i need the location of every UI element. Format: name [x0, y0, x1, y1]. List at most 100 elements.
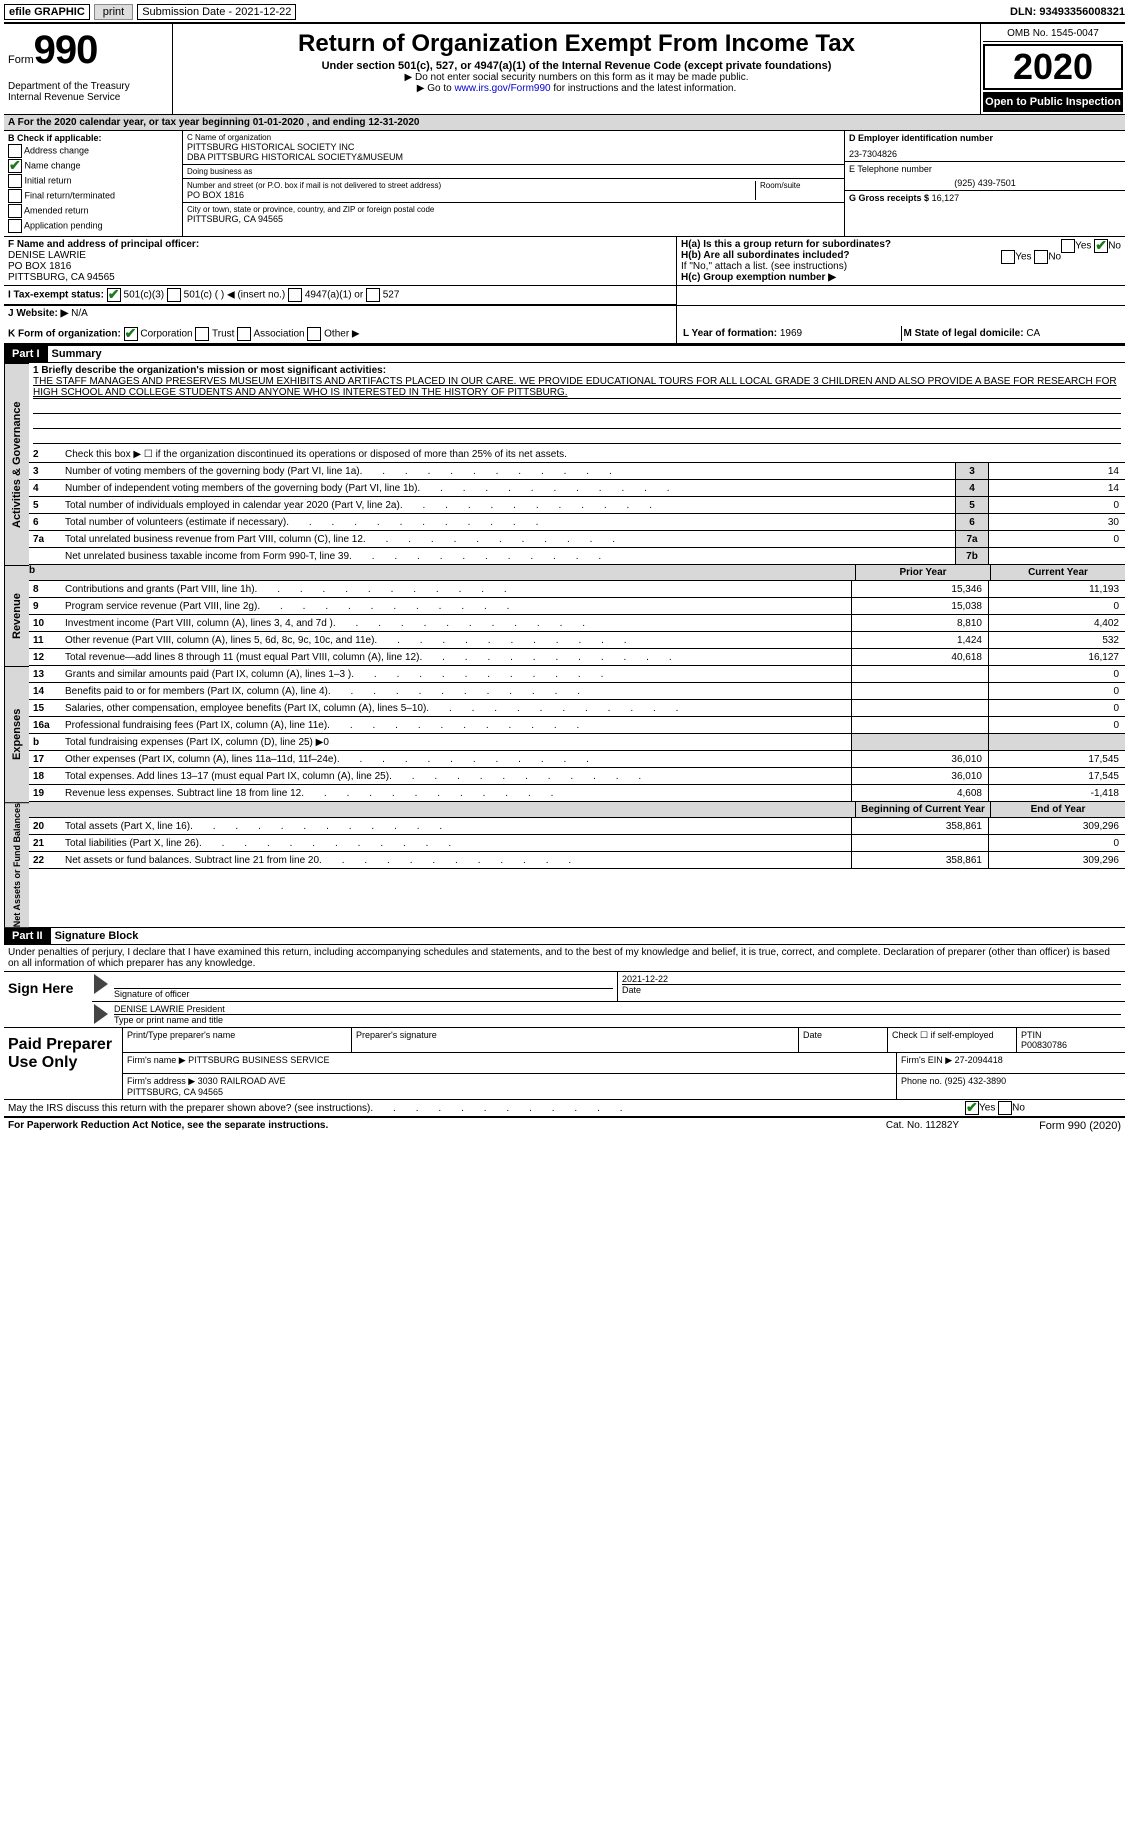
ptin-cell: PTIN P00830786	[1017, 1028, 1125, 1052]
website: N/A	[71, 308, 88, 319]
efile-label: efile GRAPHIC	[4, 4, 90, 20]
website-label: J Website: ▶	[8, 308, 68, 319]
open-public-badge: Open to Public Inspection	[983, 92, 1123, 112]
line-15: 15 Salaries, other compensation, employe…	[29, 700, 1125, 717]
penalties-text: Under penalties of perjury, I declare th…	[4, 945, 1125, 971]
sig-officer: Signature of officer	[110, 972, 617, 1001]
firm-phone: Phone no. (925) 432-3890	[897, 1074, 1125, 1099]
m-label: M State of legal domicile:	[904, 328, 1024, 339]
submission-date: Submission Date - 2021-12-22	[137, 4, 296, 20]
mission-block: 1 Briefly describe the organization's mi…	[29, 363, 1125, 446]
irs-link[interactable]: www.irs.gov/Form990	[454, 83, 550, 94]
line-7a: 7a Total unrelated business revenue from…	[29, 531, 1125, 548]
prep-sig-label: Preparer's signature	[352, 1028, 799, 1052]
gross-label: G Gross receipts $	[849, 193, 929, 203]
discuss-row: May the IRS discuss this return with the…	[4, 1100, 1125, 1118]
cb-other[interactable]	[307, 327, 321, 341]
section-h: H(a) Is this a group return for subordin…	[677, 237, 1125, 285]
begin-year-header: Beginning of Current Year	[855, 802, 990, 817]
state-domicile: CA	[1026, 328, 1040, 339]
line-21: 21 Total liabilities (Part X, line 26) 0	[29, 835, 1125, 852]
line-6: 6 Total number of volunteers (estimate i…	[29, 514, 1125, 531]
link-note: ▶ Go to www.irs.gov/Form990 for instruct…	[177, 83, 976, 94]
officer-typed-name: DENISE LAWRIE President Type or print na…	[110, 1002, 1125, 1027]
self-employed: Check ☐ if self-employed	[888, 1028, 1017, 1052]
addr-label: Number and street (or P.O. box if mail i…	[187, 181, 755, 190]
section-bcd: B Check if applicable: Address change Na…	[4, 131, 1125, 237]
dba-label: Doing business as	[187, 167, 252, 176]
line-13: 13 Grants and similar amounts paid (Part…	[29, 666, 1125, 683]
cb-amended[interactable]: Amended return	[8, 204, 178, 218]
prep-name-label: Print/Type preparer's name	[123, 1028, 352, 1052]
signature-block: Under penalties of perjury, I declare th…	[4, 945, 1125, 1118]
tax-period: A For the 2020 calendar year, or tax yea…	[4, 115, 1125, 131]
section-fh: F Name and address of principal officer:…	[4, 237, 1125, 286]
dln-label: DLN: 93493356008321	[1010, 6, 1125, 18]
discuss-no[interactable]	[998, 1101, 1012, 1115]
arrow-icon	[94, 974, 108, 994]
org-name: PITTSBURG HISTORICAL SOCIETY INC DBA PIT…	[187, 142, 840, 162]
cb-initial-return[interactable]: Initial return	[8, 174, 178, 188]
paperwork-notice: For Paperwork Reduction Act Notice, see …	[8, 1120, 886, 1132]
k-label: K Form of organization:	[8, 329, 121, 340]
cb-4947[interactable]	[288, 288, 302, 302]
paid-preparer-table: Paid Preparer Use Only Print/Type prepar…	[4, 1028, 1125, 1100]
firm-ein: Firm's EIN ▶ 27-2094418	[897, 1053, 1125, 1073]
discuss-yes[interactable]	[965, 1101, 979, 1115]
part1-header: Part I Summary	[4, 345, 1125, 363]
phone: (925) 439-7501	[849, 174, 1121, 188]
section-i: I Tax-exempt status: 501(c)(3) 501(c) ( …	[4, 286, 677, 305]
hb-yes[interactable]	[1001, 250, 1015, 264]
col-headers-na: Beginning of Current Year End of Year	[29, 802, 1125, 818]
line-22: 22 Net assets or fund balances. Subtract…	[29, 852, 1125, 869]
section-jklm: J Website: ▶ N/A K Form of organization:…	[4, 306, 1125, 345]
cb-trust[interactable]	[195, 327, 209, 341]
section-b: B Check if applicable: Address change Na…	[4, 131, 183, 236]
cb-corp[interactable]	[124, 327, 138, 341]
side-expenses: Expenses	[4, 666, 29, 802]
cb-name-change[interactable]: Name change	[8, 159, 178, 173]
cb-final-return[interactable]: Final return/terminated	[8, 189, 178, 203]
sign-here-table: Sign Here Signature of officer 2021-12-2…	[4, 971, 1125, 1028]
cb-501c3[interactable]	[107, 288, 121, 302]
line-8: 8 Contributions and grants (Part VIII, l…	[29, 581, 1125, 598]
part1-title: Summary	[48, 348, 102, 360]
ha-no[interactable]	[1094, 239, 1108, 253]
line-b: b Total fundraising expenses (Part IX, c…	[29, 734, 1125, 751]
side-ag: Activities & Governance	[4, 363, 29, 565]
omb-number: OMB No. 1545-0047	[983, 26, 1123, 42]
hb-no[interactable]	[1034, 250, 1048, 264]
side-netassets: Net Assets or Fund Balances	[4, 802, 29, 927]
line-10: 10 Investment income (Part VIII, column …	[29, 615, 1125, 632]
hc-label: H(c) Group exemption number ▶	[681, 272, 836, 283]
line-3: 3 Number of voting members of the govern…	[29, 463, 1125, 480]
line-11: 11 Other revenue (Part VIII, column (A),…	[29, 632, 1125, 649]
form-subtitle: Under section 501(c), 527, or 4947(a)(1)…	[177, 60, 976, 72]
tax-status-label: I Tax-exempt status:	[8, 290, 104, 301]
form-label: Form	[8, 54, 34, 66]
firm-name: Firm's name ▶ PITTSBURG BUSINESS SERVICE	[123, 1053, 897, 1073]
cb-address-change[interactable]: Address change	[8, 144, 178, 158]
line-2: 2Check this box ▶ ☐ if the organization …	[29, 446, 1125, 463]
paid-preparer-label: Paid Preparer Use Only	[4, 1028, 123, 1099]
firm-addr: Firm's address ▶ 3030 RAILROAD AVE PITTS…	[123, 1074, 897, 1099]
sign-here-label: Sign Here	[4, 972, 92, 1027]
ha-yes[interactable]	[1061, 239, 1075, 253]
cb-501c[interactable]	[167, 288, 181, 302]
section-b-label: B Check if applicable:	[8, 133, 102, 143]
header: Form990 Department of the Treasury Inter…	[4, 24, 1125, 115]
section-lm: L Year of formation: 1969 M State of leg…	[677, 306, 1125, 343]
cb-527[interactable]	[366, 288, 380, 302]
line-12: 12 Total revenue—add lines 8 through 11 …	[29, 649, 1125, 666]
footer: For Paperwork Reduction Act Notice, see …	[4, 1118, 1125, 1134]
cb-application[interactable]: Application pending	[8, 219, 178, 233]
addr: PO BOX 1816	[187, 190, 755, 200]
line-14: 14 Benefits paid to or for members (Part…	[29, 683, 1125, 700]
col-headers-rev: b Prior Year Current Year	[29, 565, 1125, 581]
cb-assoc[interactable]	[237, 327, 251, 341]
print-button[interactable]: print	[94, 4, 133, 20]
header-mid: Return of Organization Exempt From Incom…	[173, 24, 980, 114]
prior-year-header: Prior Year	[855, 565, 990, 580]
section-j: J Website: ▶ N/A K Form of organization:…	[4, 306, 677, 343]
officer-name: DENISE LAWRIE	[8, 250, 86, 261]
